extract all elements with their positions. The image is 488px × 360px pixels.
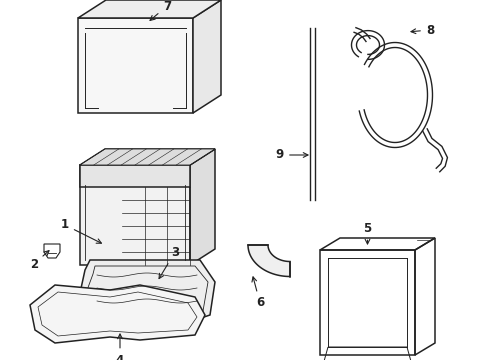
- Polygon shape: [78, 18, 193, 113]
- Text: 5: 5: [363, 221, 371, 244]
- Text: 2: 2: [30, 251, 49, 270]
- Text: 9: 9: [275, 148, 307, 162]
- Text: 3: 3: [159, 246, 179, 279]
- Polygon shape: [247, 245, 289, 276]
- Text: 1: 1: [61, 219, 101, 243]
- Text: 8: 8: [410, 23, 433, 36]
- Polygon shape: [80, 149, 215, 165]
- Polygon shape: [78, 0, 221, 18]
- Polygon shape: [80, 165, 190, 265]
- Text: 6: 6: [251, 277, 264, 310]
- Polygon shape: [190, 149, 215, 265]
- Polygon shape: [30, 285, 204, 343]
- Polygon shape: [193, 0, 221, 113]
- Polygon shape: [80, 149, 215, 165]
- Polygon shape: [80, 260, 215, 320]
- Text: 7: 7: [150, 0, 171, 21]
- Text: 4: 4: [116, 334, 124, 360]
- Polygon shape: [80, 165, 190, 187]
